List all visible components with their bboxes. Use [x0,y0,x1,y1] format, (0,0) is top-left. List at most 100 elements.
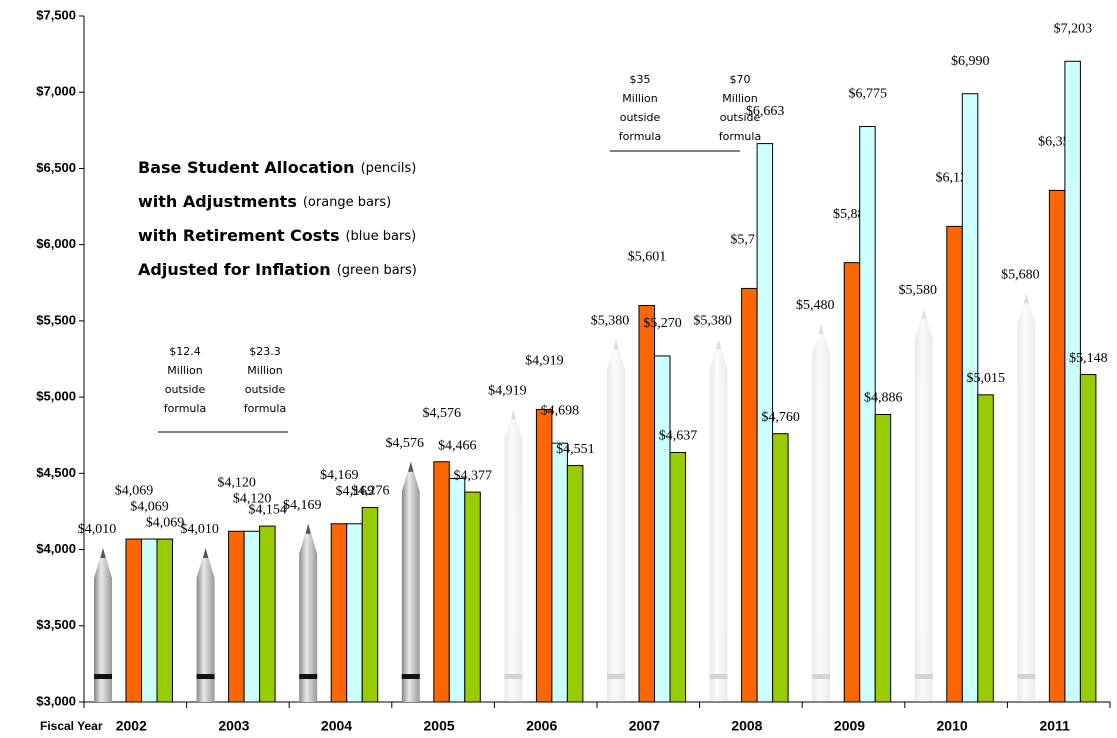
legend-entry: Adjusted for Inflation(green bars) [138,260,417,279]
bar [244,531,260,702]
legend-note: (pencils) [361,161,417,176]
pencil [402,462,420,702]
value-label: $4,069 [146,515,185,530]
pencil [504,409,522,702]
x-axis-label: Fiscal Year [40,719,103,733]
bar [1080,375,1096,702]
legend-name: Base Student Allocation [138,158,355,177]
value-label: $6,775 [848,87,887,102]
bar [875,414,891,702]
value-label: $5,680 [1001,268,1040,283]
x-tick-label: 2008 [731,718,762,734]
value-label: $4,576 [423,406,462,421]
value-label: $5,601 [628,250,667,265]
x-tick-label: 2004 [321,718,352,734]
pencil [197,548,215,702]
x-tick-label: 2003 [218,718,249,734]
pencil-band [299,674,317,679]
y-tick-label: $5,000 [36,389,76,404]
pencil [607,339,625,702]
pencil-band [504,674,522,679]
pencil-band [197,674,215,679]
value-label: $4,576 [386,436,425,451]
pencil [710,339,728,702]
x-tick-label: 2002 [116,718,147,734]
pencil-body [915,309,933,702]
x-tick-label: 2010 [937,718,968,734]
bar [331,524,347,702]
bar [1049,190,1065,702]
pencil [299,524,317,702]
pencil-band [402,674,420,679]
y-tick-label: $7,000 [36,84,76,99]
y-tick-label: $5,500 [36,312,76,327]
annotation: outside [165,383,206,396]
pencil [1017,293,1035,702]
bar [978,395,994,702]
legend-note: (blue bars) [345,229,416,244]
bar [670,452,686,702]
pencil-tip [306,524,311,534]
bar [347,524,363,702]
pencil-tip [100,548,105,558]
annotation: formula [619,130,661,143]
pencil-tip [921,309,926,319]
pencil-tip [613,339,618,349]
pencil-body [402,462,420,702]
bar [773,434,789,702]
value-label: $4,377 [454,468,493,483]
value-label: $4,698 [541,403,580,418]
bar [947,226,963,702]
value-label: $5,148 [1069,351,1108,366]
value-label: $4,919 [488,384,527,399]
value-label: $4,120 [217,475,256,490]
x-tick-label: 2009 [834,718,865,734]
y-tick-label: $3,000 [36,693,76,708]
bar [655,356,671,702]
pencil-tip [1024,293,1029,303]
value-label: $4,886 [864,391,903,406]
legend-entry: with Adjustments(orange bars) [138,192,391,211]
pencil-body [710,339,728,702]
value-label: $6,663 [746,104,785,119]
value-label: $4,069 [115,483,154,498]
pencil-tip [203,548,208,558]
bar [142,539,158,702]
x-tick-label: 2006 [526,718,557,734]
pencil-band [94,674,112,679]
annotation: outside [245,383,286,396]
value-label: $4,169 [283,498,322,513]
value-label: $4,919 [525,354,564,369]
bar [362,507,378,702]
value-label: $4,637 [659,429,698,444]
pencil-band [1017,674,1035,679]
pencil-tip [819,324,824,334]
legend-entry: Base Student Allocation (pencils) [138,158,416,177]
x-tick-label: 2011 [1040,718,1071,734]
bar [567,466,583,702]
bar [157,539,173,702]
annotation: formula [719,130,761,143]
bar [434,462,450,702]
pencil-body [504,409,522,702]
value-label: $4,466 [438,439,477,454]
annotation: Million [622,92,657,105]
value-label: $4,169 [320,468,359,483]
bar [1065,61,1081,702]
annotation: $70 [730,73,751,86]
value-label: $4,760 [761,410,800,425]
legend-note: (green bars) [337,263,417,278]
value-label: $4,551 [556,442,595,457]
pencil [812,324,830,702]
bar [639,305,655,702]
pencil-body [812,324,830,702]
value-label: $4,154 [248,502,287,517]
value-label: $5,015 [967,371,1006,386]
pencil-body [607,339,625,702]
annotation: Million [247,364,282,377]
pencil-band [812,674,830,679]
pencil [94,548,112,702]
y-tick-label: $4,500 [36,465,76,480]
y-tick-label: $6,500 [36,160,76,175]
pencil-tip [511,409,516,419]
